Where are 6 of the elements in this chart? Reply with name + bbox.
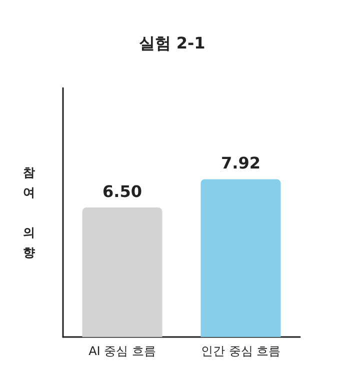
data-label: 6.50 xyxy=(102,182,142,202)
chart-title: 실험 2-1 xyxy=(138,34,206,52)
x-tick-label: AI 중심 흐름 xyxy=(88,344,156,358)
text: 참여 의향 xyxy=(23,166,35,260)
data-label: 7.92 xyxy=(221,154,260,173)
x-tick-label: 인간 중심 흐름 xyxy=(200,344,281,358)
